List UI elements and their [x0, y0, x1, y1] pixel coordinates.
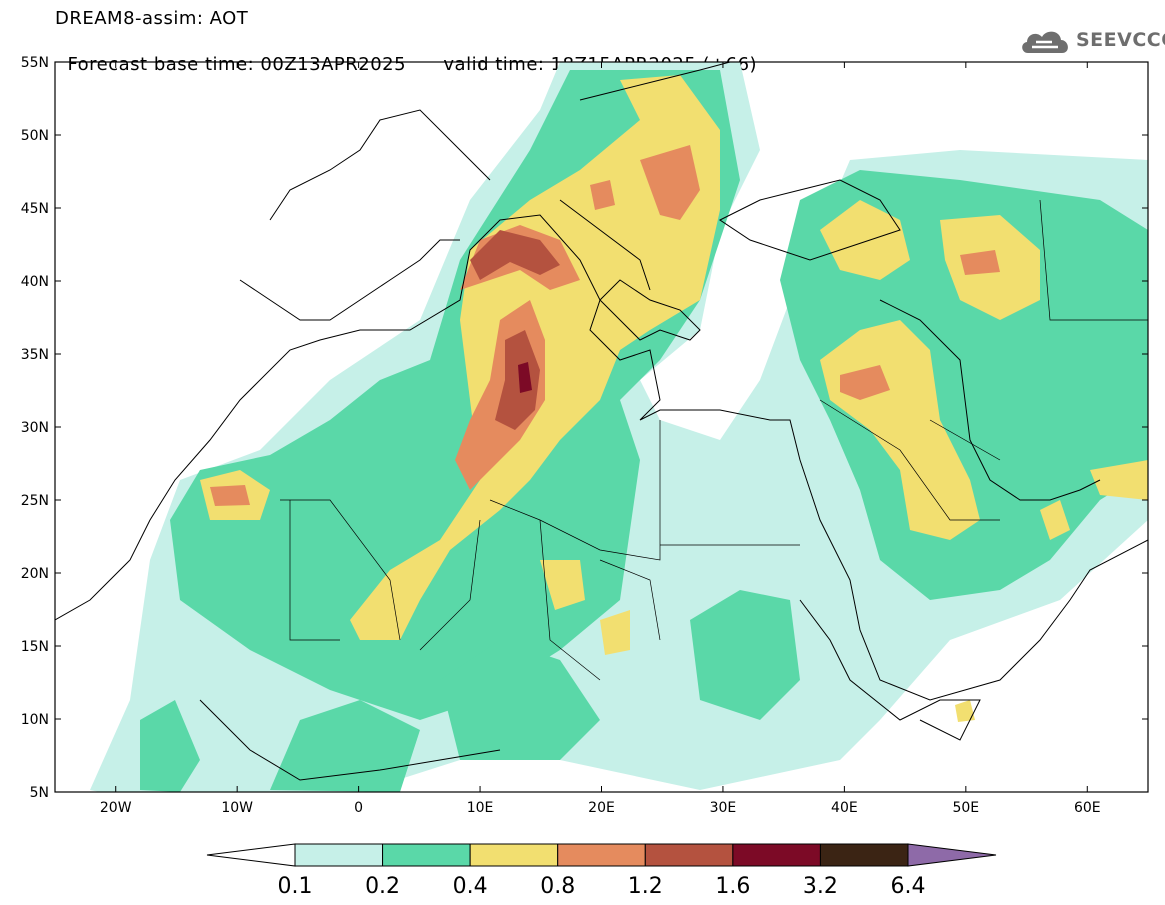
- colorbar-label: 0.2: [365, 874, 400, 899]
- lon-label: 10E: [467, 800, 494, 816]
- colorbar-low-arrow: [206, 843, 296, 867]
- colorbar: 0.1 0.2 0.4 0.8 1.2 1.6 3.2 6.4: [206, 843, 997, 899]
- lat-label: 10N: [21, 712, 49, 728]
- colorbar-high-arrow: [907, 843, 997, 867]
- lat-label: 35N: [21, 347, 49, 363]
- cloud-icon: [1022, 31, 1068, 53]
- lon-label: 0: [354, 800, 363, 816]
- lon-label: 10W: [221, 800, 253, 816]
- lat-label: 45N: [21, 201, 49, 217]
- lon-label: 50E: [952, 800, 979, 816]
- borders: [280, 199, 1148, 681]
- lat-label: 5N: [30, 785, 49, 801]
- coastlines: [55, 62, 1148, 781]
- colorbar-label: 0.4: [453, 874, 488, 899]
- colorbar-label: 6.4: [891, 874, 926, 899]
- latitude-axis: 5N 10N 15N 20N 25N 30N 35N 40N 45N 50N 55N: [21, 55, 1148, 801]
- colorbar-label: 0.8: [540, 874, 575, 899]
- lat-label: 40N: [21, 274, 49, 290]
- lat-label: 15N: [21, 639, 49, 655]
- colorbar-label: 3.2: [803, 874, 838, 899]
- lon-label: 20E: [588, 800, 615, 816]
- base-time: Forecast base time: 00Z13APR2025: [67, 54, 407, 75]
- colorbar-segment: [644, 843, 734, 867]
- colorbar-segment: [819, 843, 909, 867]
- colorbar-label: 1.2: [628, 874, 663, 899]
- colorbar-segment: [382, 843, 471, 867]
- longitude-axis: 20W 10W 0 10E 20E 30E 40E 50E 60E: [100, 62, 1101, 816]
- colorbar-segment: [732, 843, 821, 867]
- colorbar-label: 1.6: [715, 874, 750, 899]
- lat-label: 25N: [21, 493, 49, 509]
- lon-label: 40E: [831, 800, 858, 816]
- colorbar-label: 0.1: [278, 874, 313, 899]
- colorbar-segment: [557, 843, 646, 867]
- logo-text: SEEVCCC: [1076, 29, 1165, 51]
- aot-field: [90, 62, 1148, 792]
- colorbar-segment: [294, 843, 384, 867]
- lon-label: 20W: [100, 800, 132, 816]
- colorbar-segment: [469, 843, 559, 867]
- lon-label: 30E: [710, 800, 737, 816]
- map-title: DREAM8-assim: AOT: [55, 8, 249, 29]
- lat-label: 55N: [21, 55, 49, 71]
- lat-label: 50N: [21, 128, 49, 144]
- lat-label: 20N: [21, 566, 49, 582]
- seevccc-logo: SEEVCCC: [1018, 25, 1165, 59]
- lat-label: 30N: [21, 420, 49, 436]
- lon-label: 60E: [1074, 800, 1101, 816]
